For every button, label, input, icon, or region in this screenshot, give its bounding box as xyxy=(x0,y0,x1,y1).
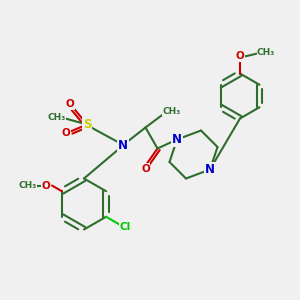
Text: S: S xyxy=(83,118,91,131)
Text: CH₃: CH₃ xyxy=(163,106,181,116)
Text: N: N xyxy=(118,139,128,152)
Text: CH₃: CH₃ xyxy=(257,48,275,57)
Text: O: O xyxy=(41,181,50,190)
Text: O: O xyxy=(236,51,244,61)
Text: N: N xyxy=(172,133,182,146)
Text: CH₃: CH₃ xyxy=(18,181,36,190)
Text: N: N xyxy=(205,163,215,176)
Text: O: O xyxy=(65,99,74,110)
Text: CH₃: CH₃ xyxy=(47,112,65,122)
Text: Cl: Cl xyxy=(119,221,130,232)
Text: O: O xyxy=(141,164,150,174)
Text: O: O xyxy=(61,128,70,139)
